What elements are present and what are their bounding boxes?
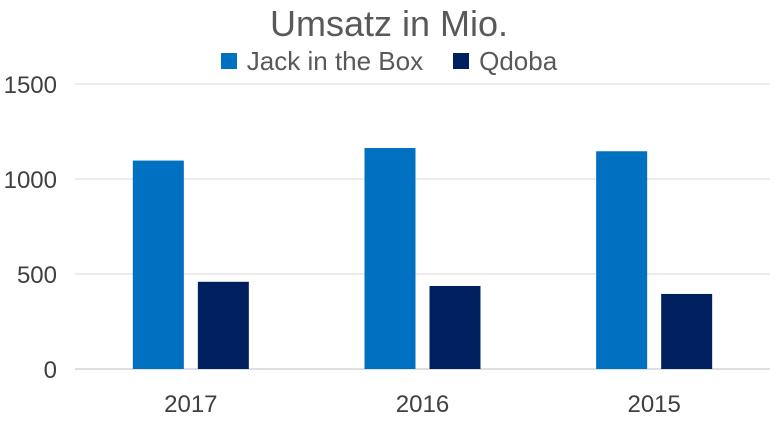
legend-entry-qdoba: Qdoba bbox=[453, 44, 557, 78]
legend-swatch-jack-in-the-box bbox=[220, 53, 237, 69]
y-tick-label-500: 500 bbox=[17, 262, 57, 289]
legend-label-jack-in-the-box: Jack in the Box bbox=[246, 46, 424, 76]
legend-label-qdoba: Qdoba bbox=[479, 46, 558, 76]
y-tick-label-1000: 1000 bbox=[4, 167, 57, 194]
bar-jack-in-the-box-2017 bbox=[132, 160, 184, 369]
bar-qdoba-2015 bbox=[661, 293, 713, 369]
bar-jack-in-the-box-2015 bbox=[596, 151, 648, 369]
x-tick-label-2017: 2017 bbox=[164, 391, 217, 418]
chart-title: Umsatz in Mio. bbox=[269, 3, 509, 44]
chart-legend: Jack in the Box Qdoba bbox=[0, 44, 778, 78]
legend-entry-jack-in-the-box: Jack in the Box bbox=[220, 44, 424, 78]
bar-jack-in-the-box-2016 bbox=[364, 148, 416, 369]
y-tick-label-0: 0 bbox=[44, 357, 57, 384]
legend-swatch-qdoba bbox=[453, 53, 470, 69]
bar-qdoba-2017 bbox=[197, 281, 249, 369]
x-tick-label-2016: 2016 bbox=[396, 391, 449, 418]
bar-qdoba-2016 bbox=[429, 285, 481, 369]
y-tick-label-1500: 1500 bbox=[4, 72, 57, 99]
x-tick-label-2015: 2015 bbox=[627, 391, 680, 418]
